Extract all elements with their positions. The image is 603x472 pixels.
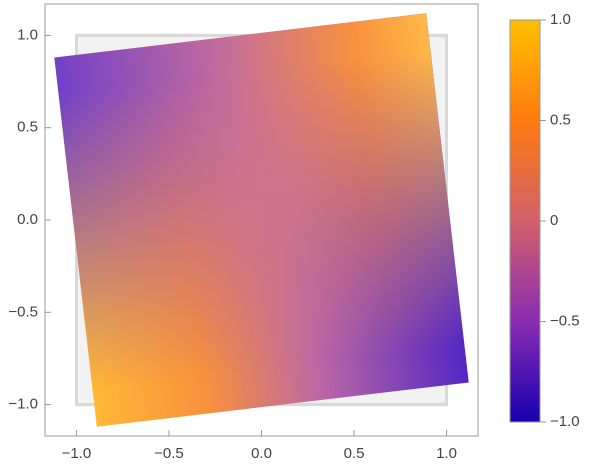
plot-area [54,13,469,427]
colorbar-tick-label: 1.0 [550,11,571,28]
colorbar-tick-label: 0.5 [550,111,571,128]
y-tick-label: 0.0 [17,211,38,228]
rotated-square-shade [54,13,469,427]
x-tick-label: −1.0 [62,445,92,462]
x-tick-label: 0.5 [344,445,365,462]
colorbar [509,19,541,423]
y-tick-label: 1.0 [17,26,38,43]
x-tick-label: 1.0 [436,445,457,462]
y-tick-label: −0.5 [8,303,38,320]
x-tick-label: 0.0 [251,445,272,462]
colorbar-tick-label: 0 [550,212,558,229]
x-tick-label: −0.5 [154,445,184,462]
colorbar-tick-label: −1.0 [550,413,580,430]
colorbar-tick-label: −0.5 [550,312,580,329]
y-tick-label: −1.0 [8,396,38,413]
y-tick-label: 0.5 [17,119,38,136]
